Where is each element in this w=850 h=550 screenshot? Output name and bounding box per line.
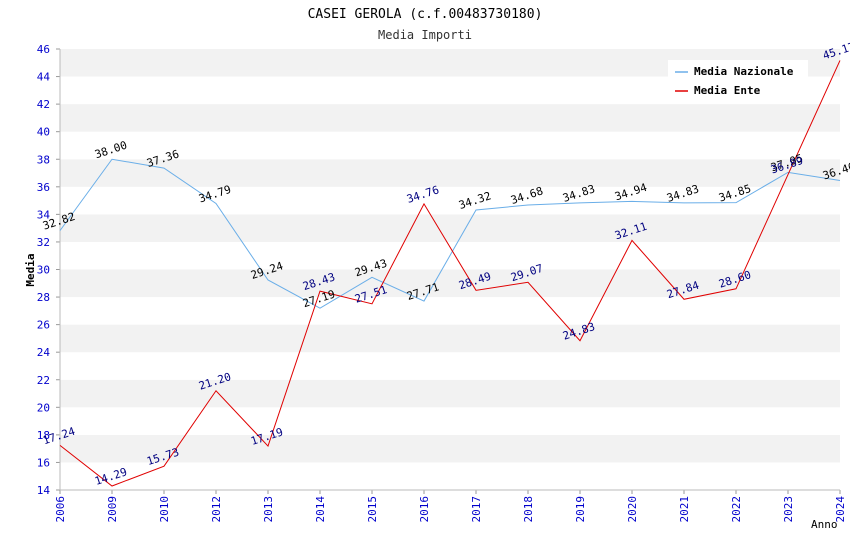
x-axis-ticks: 2006 2009 2010 2012 2013 2014 2015 2016 2017 2018… [54,490,847,523]
grid-band [60,159,840,187]
x-tick-label: 2015 [366,496,379,523]
grid-band [60,324,840,353]
y-axis-ticks: 14 16 18 20 22 24 26 28 30 32 34 36 38 40 42 44 46 [37,43,60,497]
y-axis-label: Media [24,253,37,286]
x-axis-label: Anno [811,518,838,531]
y-tick-label: 44 [37,71,51,84]
x-tick-label: 2023 [782,496,795,523]
x-tick-label: 2024 [834,496,847,523]
x-tick-label: 2014 [314,496,327,523]
series-line-ente [59,60,841,487]
series-group [59,60,841,487]
legend-label-nazionale: Media Nazionale [694,65,794,78]
grid-band [60,352,840,380]
y-tick-label: 22 [37,374,50,387]
x-tick-label: 2012 [210,496,223,523]
y-tick-label: 38 [37,153,50,166]
grid-band [60,214,840,242]
grid-band [60,269,840,298]
data-label: 45.17 [821,40,850,63]
grid-band [60,131,840,160]
grid-band [60,434,840,463]
x-tick-label: 2019 [574,496,587,523]
y-tick-label: 28 [37,291,50,304]
y-tick-label: 14 [37,484,51,497]
y-tick-label: 20 [37,401,50,414]
chart-subtitle: Media Importi [378,28,472,42]
legend-box [668,60,808,102]
grid-band [60,379,840,408]
x-tick-label: 2018 [522,496,535,523]
legend: Media Nazionale Media Ente [668,60,808,102]
x-tick-label: 2022 [730,496,743,523]
x-tick-label: 2013 [262,496,275,523]
y-tick-label: 34 [37,208,51,221]
y-tick-label: 42 [37,98,50,111]
grid-band [60,297,840,325]
series-line-nazionale [59,158,841,309]
y-tick-label: 32 [37,236,50,249]
chart-title: CASEI GEROLA (c.f.00483730180) [308,7,543,22]
grid-band [60,407,840,435]
x-tick-label: 2006 [54,496,67,523]
y-tick-label: 24 [37,346,51,359]
x-tick-label: 2010 [158,496,171,523]
y-tick-label: 18 [37,429,50,442]
grid-band [60,186,840,215]
y-tick-label: 26 [37,319,50,332]
x-tick-label: 2016 [418,496,431,523]
grid-bands [60,49,840,490]
y-tick-label: 16 [37,456,50,469]
y-tick-label: 46 [37,43,50,56]
x-tick-label: 2020 [626,496,639,523]
legend-label-ente: Media Ente [694,84,761,97]
x-tick-label: 2017 [470,496,483,523]
grid-band [60,104,840,132]
y-tick-label: 40 [37,126,50,139]
y-tick-label: 36 [37,181,50,194]
x-tick-label: 2009 [106,496,119,523]
grid-band [60,462,840,490]
y-tick-label: 30 [37,264,50,277]
x-tick-label: 2021 [678,496,691,523]
